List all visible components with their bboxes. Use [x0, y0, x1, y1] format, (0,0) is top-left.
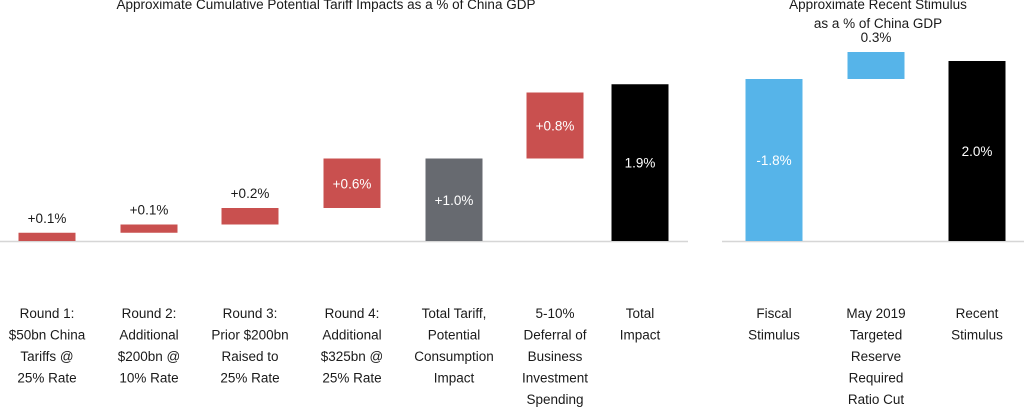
tariff-category-label: Raised to: [221, 349, 278, 364]
tariff-category-label: Tariffs @: [20, 349, 73, 364]
stimulus-category-label: Reserve: [851, 349, 901, 364]
tariff-data-label: +0.8%: [536, 119, 575, 134]
tariff-category-label: Spending: [526, 392, 583, 407]
tariff-category-label: Additional: [322, 328, 381, 343]
tariff-data-label: +0.1%: [28, 211, 67, 226]
tariff-bar: [18, 232, 76, 241]
tariff-category-label: Prior $200bn: [211, 328, 288, 343]
tariff-impact-panel: Approximate Cumulative Potential Tariff …: [0, 0, 688, 407]
tariff-category-label: Round 1:: [20, 306, 75, 321]
stimulus-data-label: -1.8%: [756, 153, 791, 168]
tariff-data-label: 1.9%: [625, 156, 656, 171]
stimulus-chart-title: Approximate Recent Stimulus: [789, 0, 967, 12]
tariff-category-label: Total Tariff,: [422, 306, 487, 321]
tariff-bar: [425, 158, 483, 241]
stimulus-category-label: Required: [849, 371, 904, 386]
tariff-bar: [221, 208, 279, 225]
tariff-category-label: 25% Rate: [220, 371, 279, 386]
tariff-category-label: Potential: [428, 328, 481, 343]
tariff-category-label: 5-10%: [535, 306, 574, 321]
stimulus-bar: [948, 61, 1006, 241]
tariff-category-label: 25% Rate: [17, 371, 76, 386]
tariff-data-label: +0.2%: [231, 186, 270, 201]
tariff-category-label: Business: [528, 349, 583, 364]
tariff-category-label: Investment: [522, 371, 588, 386]
tariff-category-label: $200bn @: [118, 349, 181, 364]
tariff-category-label: Consumption: [414, 349, 494, 364]
stimulus-category-label: Stimulus: [748, 328, 800, 343]
tariff-bar: [120, 224, 178, 233]
stimulus-data-label: 0.3%: [861, 30, 892, 45]
tariff-category-label: Round 2:: [122, 306, 177, 321]
tariff-category-label: Total: [626, 306, 655, 321]
stimulus-category-label: Recent: [956, 306, 999, 321]
tariff-category-label: 10% Rate: [119, 371, 178, 386]
stimulus-category-label: Fiscal: [756, 306, 791, 321]
tariff-bar: [611, 84, 669, 241]
tariff-category-label: Impact: [620, 328, 661, 343]
stimulus-category-label: Targeted: [850, 328, 903, 343]
tariff-bar: [526, 92, 584, 159]
stimulus-category-label: May 2019: [846, 306, 905, 321]
stimulus-bar: [745, 79, 803, 241]
tariff-category-label: Additional: [119, 328, 178, 343]
tariff-data-label: +0.6%: [333, 176, 372, 191]
tariff-bar: [323, 158, 381, 208]
tariff-category-label: Deferral of: [523, 328, 586, 343]
stimulus-data-label: 2.0%: [962, 144, 993, 159]
stimulus-bar: [847, 52, 905, 79]
tariff-category-label: Impact: [434, 371, 475, 386]
stimulus-category-label: Ratio Cut: [848, 392, 905, 407]
stimulus-panel: Approximate Recent Stimulus as a % of Chi…: [722, 0, 1024, 407]
stimulus-category-label: Stimulus: [951, 328, 1003, 343]
tariff-category-label: 25% Rate: [322, 371, 381, 386]
tariff-data-label: +1.0%: [435, 193, 474, 208]
tariff-category-label: Round 4:: [325, 306, 380, 321]
tariff-category-label: Round 3:: [223, 306, 278, 321]
stimulus-chart-title: as a % of China GDP: [814, 16, 942, 31]
tariff-chart-title: Approximate Cumulative Potential Tariff …: [117, 0, 536, 12]
tariff-category-label: $325bn @: [321, 349, 384, 364]
tariff-category-label: $50bn China: [9, 328, 86, 343]
tariff-data-label: +0.1%: [130, 203, 169, 218]
